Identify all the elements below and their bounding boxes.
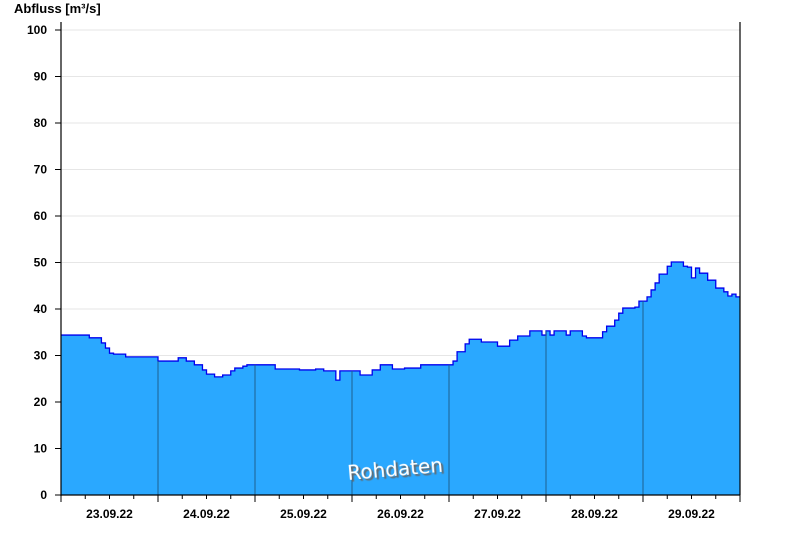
discharge-line [61, 261, 740, 381]
y-tick-label: 20 [34, 395, 48, 409]
series-area [61, 261, 740, 495]
x-tick-label: 24.09.22 [183, 507, 230, 521]
y-tick-label: 10 [34, 442, 48, 456]
y-tick-label: 80 [34, 116, 48, 130]
x-ticks: 23.09.22 24.09.22 25.09.22 26.09.22 27.09.22… [60, 495, 741, 521]
x-tick-label: 27.09.22 [474, 507, 521, 521]
y-tick-label: 70 [34, 163, 48, 177]
x-tick-label: 23.09.22 [86, 507, 133, 521]
y-tick-label: 40 [34, 302, 48, 316]
x-tick-label: 29.09.22 [668, 507, 715, 521]
y-tick-label: 0 [40, 488, 47, 502]
x-tick-label: 26.09.22 [377, 507, 424, 521]
y-tick-label: 50 [34, 256, 48, 270]
y-tick-label: 60 [34, 209, 48, 223]
day-lines [157, 301, 644, 495]
y-ticks: 0 10 20 30 40 50 60 70 80 90 100 [27, 23, 61, 502]
x-tick-label: 28.09.22 [571, 507, 618, 521]
x-tick-label: 25.09.22 [280, 507, 327, 521]
y-tick-label: 30 [34, 349, 48, 363]
y-tick-label: 90 [34, 70, 48, 84]
discharge-area [61, 262, 740, 495]
y-axis-label: Abfluss [m³/s] [14, 1, 101, 16]
y-tick-label: 100 [27, 23, 47, 37]
